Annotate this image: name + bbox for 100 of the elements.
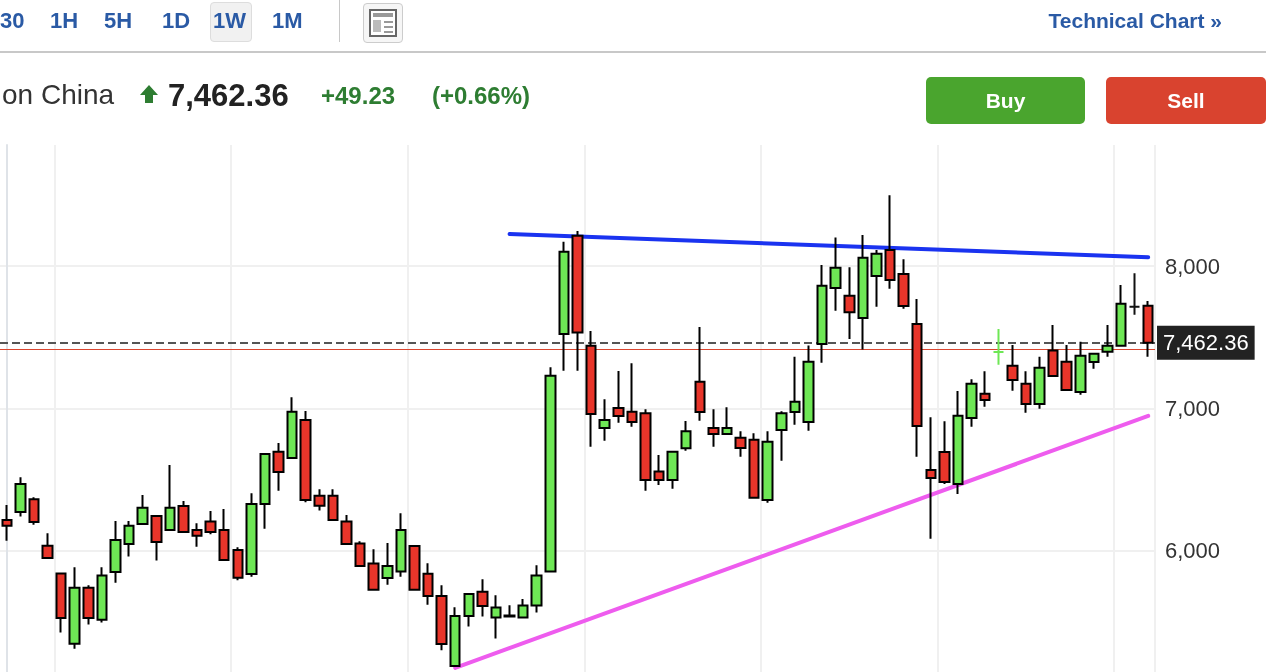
candlestick <box>136 493 149 526</box>
text: 1H <box>50 8 79 34</box>
text: +49.23 <box>321 82 396 110</box>
candlestick <box>517 597 529 619</box>
candlestick <box>245 492 258 578</box>
candlestick <box>490 594 502 640</box>
candlestick <box>476 578 489 618</box>
text: 5H <box>104 8 133 34</box>
text: 1W <box>213 8 246 34</box>
text: 7,462.36 <box>168 78 289 114</box>
candlestick <box>748 432 760 499</box>
y-tick-label: 8,000 <box>1165 253 1221 279</box>
candlestick <box>938 420 951 485</box>
candlestick <box>123 520 135 558</box>
candlestick <box>857 234 869 351</box>
candlestick <box>829 236 842 312</box>
candlestick <box>381 541 394 586</box>
candlestick <box>626 362 638 428</box>
candlestick <box>884 194 896 290</box>
candlestick <box>96 566 108 624</box>
candlestick <box>694 326 706 422</box>
candlestick <box>449 606 461 667</box>
candlestick <box>340 513 353 545</box>
candlestick <box>585 330 597 448</box>
candlestick <box>313 488 326 512</box>
candlestick <box>14 476 27 518</box>
candlestick <box>1074 340 1087 396</box>
candlestick <box>571 230 584 372</box>
text: Technical Chart » <box>1048 9 1222 33</box>
candlestick <box>870 249 883 308</box>
candlestick <box>789 355 801 426</box>
candlestick <box>761 430 774 504</box>
candlestick <box>612 370 625 424</box>
candlestick <box>1088 352 1100 370</box>
candlestick <box>911 298 923 458</box>
text: 1D <box>162 8 191 34</box>
candlestick <box>191 522 203 548</box>
candlestick <box>979 370 991 408</box>
candlestick <box>1128 272 1141 316</box>
candlestick <box>272 441 285 492</box>
candlestick <box>422 562 434 606</box>
candlestick <box>666 450 679 490</box>
candlestick <box>286 396 298 460</box>
candlestick <box>558 240 570 372</box>
text: 30 <box>0 8 25 34</box>
candlestick <box>734 430 747 458</box>
candlestick <box>204 509 217 536</box>
text: Buy <box>926 77 1085 124</box>
candlestick <box>802 344 815 432</box>
candlestick <box>367 548 380 591</box>
candlestick <box>775 410 788 462</box>
candlestick <box>1033 355 1046 410</box>
candlestick <box>925 416 937 540</box>
candlestick <box>1006 343 1019 392</box>
candlestick <box>109 520 122 584</box>
candlestick <box>218 507 230 561</box>
candlestick <box>68 566 81 650</box>
candlestick <box>164 464 176 531</box>
candlestick <box>1142 300 1154 358</box>
candlestick <box>177 499 190 533</box>
candlestick <box>952 389 964 495</box>
candlestick <box>395 512 407 578</box>
text: 1M <box>272 8 303 34</box>
candlestick <box>653 453 665 486</box>
candlestick <box>680 420 692 452</box>
candlestick <box>28 496 40 526</box>
text: Sell <box>1106 77 1266 124</box>
candlestick <box>354 540 366 567</box>
candlestick <box>82 584 95 626</box>
candlestick <box>992 328 1005 366</box>
candlestick <box>1047 324 1059 378</box>
candlestick <box>503 604 516 618</box>
ref-line-label: 7,462.36 <box>1163 330 1249 356</box>
candlestick <box>1115 284 1127 347</box>
candlestick <box>299 410 312 504</box>
candlestick <box>897 258 910 310</box>
candlestick <box>150 515 163 562</box>
candlestick <box>408 544 421 591</box>
candlestick <box>530 564 543 614</box>
candlestick <box>707 408 720 448</box>
candlestick <box>327 488 339 522</box>
candlestick <box>1101 324 1114 358</box>
candlestick <box>639 408 652 492</box>
candlestick <box>41 532 54 559</box>
candlestick <box>544 366 557 573</box>
candlestick <box>463 592 475 628</box>
candlestick <box>721 406 733 435</box>
candlestick <box>598 398 611 442</box>
text: (+0.66%) <box>432 82 531 110</box>
candlestick <box>435 584 448 652</box>
candlestick <box>55 572 67 634</box>
chart-title: on China <box>2 79 115 111</box>
candlestick <box>1 503 13 542</box>
candlestick <box>259 452 271 530</box>
candlestick <box>232 546 244 582</box>
y-tick-label: 7,000 <box>1165 396 1221 421</box>
candlestick <box>1060 343 1073 391</box>
candlestick <box>816 264 828 364</box>
candlestick <box>965 378 978 428</box>
candlestick <box>843 266 856 340</box>
